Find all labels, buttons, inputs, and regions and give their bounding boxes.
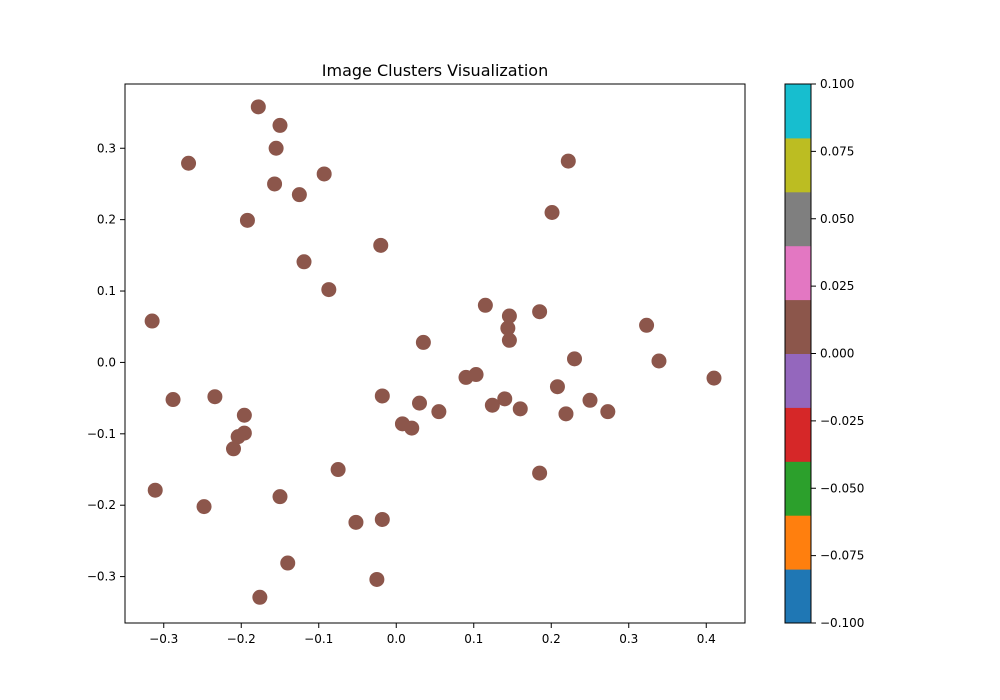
data-point	[532, 304, 548, 320]
data-point	[415, 334, 431, 350]
colorbar-tick-label: 0.000	[820, 347, 854, 361]
scatter-points	[144, 99, 722, 605]
data-point	[147, 482, 163, 498]
x-axis: −0.3 −0.2 −0.1 0.0 0.1 0.2 0.3 0.4	[149, 623, 716, 646]
x-tick-label: 0.2	[542, 632, 561, 646]
data-point	[651, 353, 667, 369]
x-tick-label: −0.3	[149, 632, 178, 646]
colorbar-segment	[785, 137, 811, 193]
data-point	[165, 392, 181, 408]
data-point	[296, 254, 312, 270]
data-point	[268, 140, 284, 156]
data-point	[316, 166, 332, 182]
x-tick-label: 0.4	[697, 632, 716, 646]
data-point	[600, 404, 616, 420]
data-point	[532, 465, 548, 481]
data-point	[558, 406, 574, 422]
y-tick-label: −0.2	[87, 498, 116, 512]
data-point	[348, 514, 364, 530]
colorbar-segment	[785, 353, 811, 408]
colorbar-segment	[785, 569, 811, 624]
data-point	[431, 404, 447, 420]
y-axis: −0.3 −0.2 −0.1 0.0 0.1 0.2 0.3	[87, 141, 125, 584]
colorbar-tick-label: 0.075	[820, 144, 854, 158]
x-tick-label: 0.1	[464, 632, 483, 646]
colorbar-segment	[785, 191, 811, 247]
data-point	[272, 489, 288, 505]
data-point	[280, 555, 296, 571]
data-point	[226, 441, 241, 457]
colorbar-tick-label: −0.025	[820, 414, 864, 428]
data-point	[639, 317, 655, 333]
colorbar-tick-label: −0.050	[820, 481, 864, 495]
data-point	[374, 511, 390, 527]
y-tick-label: −0.3	[87, 570, 116, 584]
data-point	[373, 237, 389, 253]
y-tick-label: 0.3	[97, 141, 116, 155]
data-point	[567, 351, 582, 367]
data-point	[207, 389, 223, 405]
y-tick-label: 0.0	[97, 355, 116, 369]
x-tick-label: 0.3	[619, 632, 638, 646]
data-point	[501, 308, 517, 324]
data-point	[267, 176, 283, 192]
data-point	[144, 313, 160, 329]
colorbar: −0.100 −0.075 −0.050 −0.025 0.000 0.025 0.050 0…	[784, 77, 864, 630]
data-point	[549, 379, 565, 395]
colorbar-tick-label: 0.100	[820, 77, 854, 91]
data-point	[291, 187, 307, 203]
data-point	[560, 153, 576, 169]
data-point	[239, 212, 255, 228]
data-point	[512, 401, 528, 417]
data-point	[468, 367, 484, 383]
colorbar-tick-label: −0.075	[820, 549, 864, 563]
data-point	[252, 589, 268, 605]
x-tick-label: −0.2	[227, 632, 256, 646]
colorbar-segment	[785, 299, 811, 354]
colorbar-segment	[785, 461, 811, 516]
data-point	[500, 320, 516, 336]
data-point	[321, 282, 337, 298]
data-point	[412, 395, 427, 411]
chart-title: Image Clusters Visualization	[322, 61, 548, 80]
data-point	[230, 429, 246, 445]
data-point	[582, 392, 598, 408]
colorbar-segment	[785, 515, 811, 570]
data-point	[706, 370, 722, 386]
data-point	[196, 499, 212, 515]
data-point	[330, 462, 346, 478]
colorbar-segment	[785, 245, 811, 301]
colorbar-segment	[785, 407, 811, 462]
data-point	[501, 332, 517, 348]
data-point	[236, 407, 252, 423]
data-point	[484, 397, 500, 413]
data-point	[369, 571, 385, 587]
colorbar-tick-label: 0.025	[820, 279, 854, 293]
data-point	[272, 117, 288, 133]
y-tick-label: 0.2	[97, 213, 116, 227]
x-tick-label: 0.0	[387, 632, 406, 646]
colorbar-tick-label: 0.050	[820, 212, 854, 226]
y-tick-label: 0.1	[97, 284, 116, 298]
x-tick-label: −0.1	[304, 632, 333, 646]
data-point	[497, 391, 513, 407]
data-point	[404, 420, 420, 436]
colorbar-segment	[785, 84, 811, 139]
data-point	[181, 155, 197, 171]
data-point	[374, 388, 390, 404]
y-tick-label: −0.1	[87, 427, 116, 441]
plot-area-frame	[124, 83, 746, 624]
data-point	[544, 205, 560, 221]
data-point	[250, 99, 266, 115]
data-point	[477, 297, 493, 313]
colorbar-tick-label: −0.100	[820, 616, 864, 630]
